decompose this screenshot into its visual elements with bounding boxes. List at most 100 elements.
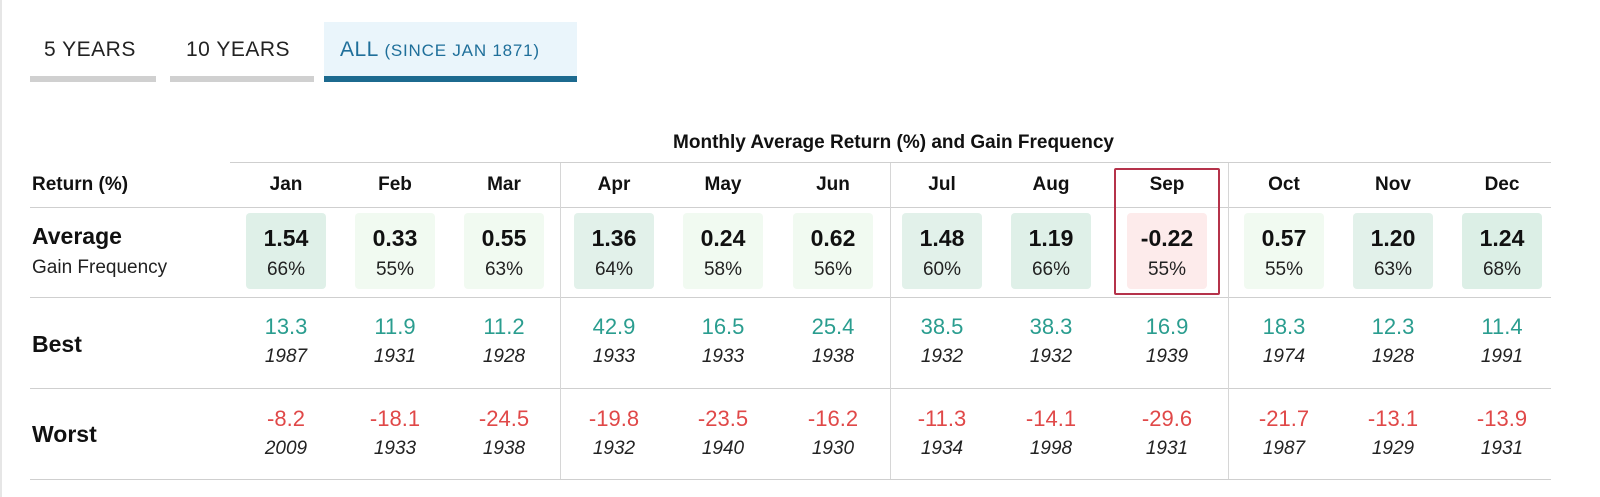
gain-frequency-value: 56% (813, 259, 853, 280)
tab-5-years[interactable]: 5 YEARS (30, 22, 156, 82)
tab-underline (30, 76, 156, 82)
worst-cell: -21.7 1987 (1229, 406, 1339, 460)
worst-year: 1998 (1029, 438, 1073, 459)
worst-cell: -11.3 1934 (887, 406, 997, 460)
average-cell: 1.54 66% (246, 213, 326, 289)
best-return-value: 11.9 (374, 314, 416, 339)
worst-year: 1940 (701, 438, 745, 459)
month-header-jul: Jul (928, 174, 956, 195)
gain-frequency-value: 55% (1147, 259, 1187, 280)
average-value: 1.48 (919, 225, 965, 251)
tab-10-years[interactable]: 10 YEARS (170, 22, 314, 82)
best-return-value: 13.3 (264, 314, 308, 339)
month-header-apr: Apr (597, 174, 631, 195)
worst-label: Worst (32, 421, 97, 447)
worst-year: 1987 (1262, 438, 1306, 459)
quarter-divider (560, 163, 561, 479)
average-value: 0.24 (700, 225, 746, 251)
worst-year: 2009 (264, 438, 308, 459)
left-border (0, 0, 2, 497)
best-return-value: 16.5 (701, 314, 745, 339)
average-value: -0.22 (1140, 225, 1194, 251)
quarter-divider (890, 163, 891, 479)
return-column-header: Return (%) (32, 174, 129, 195)
best-cell: 11.2 1928 (449, 314, 559, 368)
gain-frequency-value: 55% (375, 259, 415, 280)
best-cell: 13.3 1987 (231, 314, 341, 368)
highlighted-month-frame (1114, 168, 1220, 295)
worst-return-value: -29.6 (1141, 406, 1193, 431)
best-return-value: 12.3 (1371, 314, 1415, 339)
gain-frequency-value: 55% (1264, 259, 1304, 280)
best-year: 1932 (1029, 346, 1073, 367)
worst-return-value: -13.9 (1476, 406, 1528, 431)
worst-cell: -8.2 2009 (231, 406, 341, 460)
best-return-value: 18.3 (1262, 314, 1306, 339)
row-divider (30, 479, 1551, 480)
month-header-sep: Sep (1149, 174, 1185, 195)
best-cell: 38.3 1932 (996, 314, 1106, 368)
best-year: 1991 (1480, 346, 1524, 367)
gain-frequency-value: 66% (266, 259, 306, 280)
best-year: 1974 (1262, 346, 1306, 367)
best-cell: 11.4 1991 (1447, 314, 1557, 368)
worst-return-value: -13.1 (1367, 406, 1419, 431)
best-year: 1939 (1145, 346, 1189, 367)
best-cell: 25.4 1938 (778, 314, 888, 368)
month-header-jan: Jan (269, 174, 303, 195)
worst-cell: -13.1 1929 (1338, 406, 1448, 460)
average-label: Average (32, 223, 122, 249)
average-cell: 0.62 56% (793, 213, 873, 289)
average-value: 0.55 (481, 225, 527, 251)
worst-year: 1931 (1480, 438, 1524, 459)
best-year: 1933 (701, 346, 745, 367)
average-value: 1.54 (263, 225, 309, 251)
best-return-value: 38.5 (920, 314, 964, 339)
best-year: 1987 (264, 346, 308, 367)
worst-cell: -24.5 1938 (449, 406, 559, 460)
worst-return-value: -23.5 (697, 406, 749, 431)
average-cell: 0.33 55% (355, 213, 435, 289)
average-cell: 1.24 68% (1462, 213, 1542, 289)
tab-sublabel: (SINCE JAN 1871) (384, 41, 540, 60)
tab-label: 5 YEARS (44, 38, 136, 61)
best-year: 1938 (811, 346, 855, 367)
average-cell: -0.22 55% (1127, 213, 1207, 289)
average-value: 0.62 (810, 225, 856, 251)
average-value: 1.20 (1370, 225, 1416, 251)
gain-frequency-value: 60% (922, 259, 962, 280)
worst-return-value: -19.8 (588, 406, 640, 431)
best-label: Best (32, 331, 82, 357)
worst-year: 1938 (482, 438, 526, 459)
worst-year: 1930 (811, 438, 855, 459)
best-cell: 16.9 1939 (1112, 314, 1222, 368)
worst-year: 1931 (1145, 438, 1189, 459)
average-value: 1.24 (1479, 225, 1525, 251)
worst-return-value: -14.1 (1025, 406, 1077, 431)
worst-year: 1932 (592, 438, 636, 459)
gain-frequency-value: 68% (1482, 259, 1522, 280)
worst-return-value: -21.7 (1258, 406, 1310, 431)
best-cell: 42.9 1933 (559, 314, 669, 368)
best-year: 1932 (920, 346, 964, 367)
worst-cell: -29.6 1931 (1112, 406, 1222, 460)
gain-frequency-value: 63% (1373, 259, 1413, 280)
best-cell: 38.5 1932 (887, 314, 997, 368)
worst-return-value: -8.2 (267, 406, 305, 431)
month-header-feb: Feb (378, 174, 412, 195)
worst-year: 1934 (920, 438, 964, 459)
average-cell: 1.20 63% (1353, 213, 1433, 289)
worst-return-value: -18.1 (369, 406, 421, 431)
worst-return-value: -11.3 (917, 406, 967, 431)
average-cell: 0.57 55% (1244, 213, 1324, 289)
worst-cell: -16.2 1930 (778, 406, 888, 460)
month-header-aug: Aug (1032, 174, 1070, 195)
month-header-oct: Oct (1268, 174, 1300, 195)
average-cell: 0.24 58% (683, 213, 763, 289)
table-title: Monthly Average Return (%) and Gain Freq… (673, 132, 1114, 153)
gain-frequency-value: 66% (1031, 259, 1071, 280)
month-header-mar: Mar (487, 174, 521, 195)
title-divider (230, 162, 1551, 163)
row-divider (30, 297, 1551, 298)
tab-all[interactable]: ALL (SINCE JAN 1871) (324, 22, 577, 82)
